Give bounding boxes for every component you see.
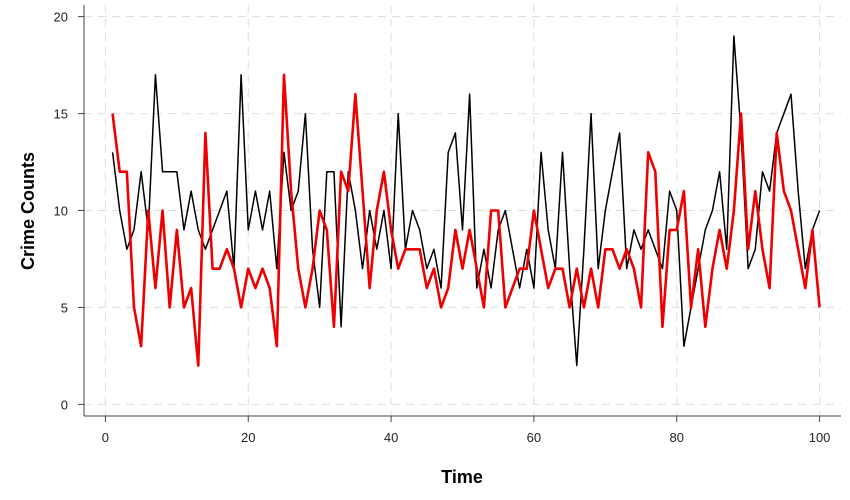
series-line-1 [111, 35, 821, 367]
y-tick-label: 15 [54, 107, 68, 122]
x-tick-label: 40 [384, 430, 398, 445]
x-tick-label: 20 [241, 430, 255, 445]
series-line-2 [111, 73, 821, 367]
y-tick-label: 10 [54, 204, 68, 219]
y-tick-label: 0 [61, 397, 68, 412]
series-lines [111, 35, 821, 367]
y-axis-title: Crime Counts [18, 152, 38, 270]
x-tick-label: 60 [527, 430, 541, 445]
tick-marks: 0 20 40 60 80 100 0 5 10 15 20 [54, 10, 831, 445]
y-tick-label: 5 [61, 300, 68, 315]
x-tick-label: 80 [670, 430, 684, 445]
x-tick-label: 0 [102, 430, 109, 445]
x-tick-label: 100 [809, 430, 831, 445]
y-tick-label: 20 [54, 10, 68, 25]
x-axis-title: Time [441, 467, 483, 487]
